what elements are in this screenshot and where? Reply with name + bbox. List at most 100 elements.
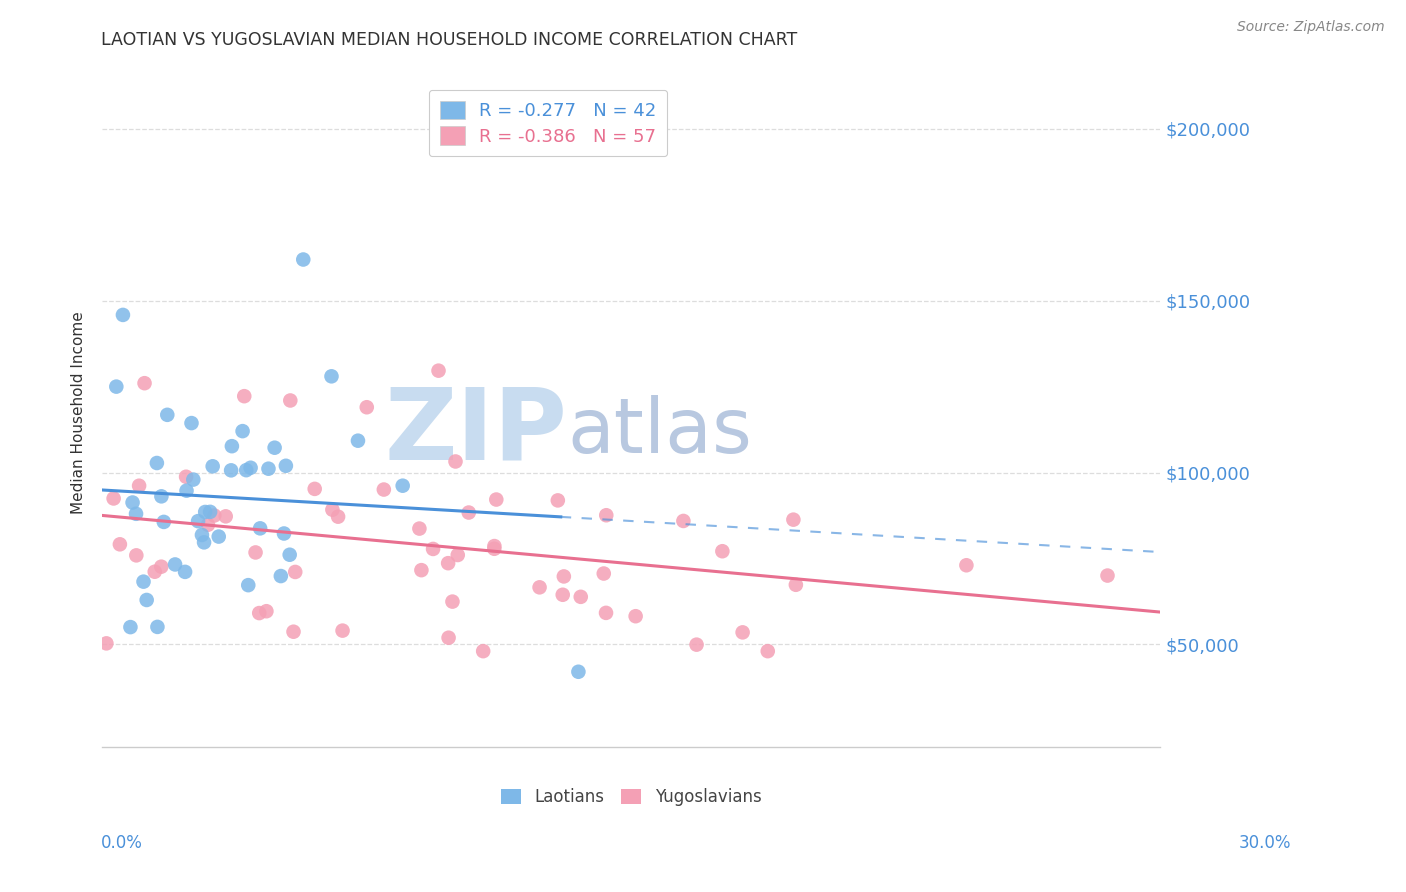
Point <box>191 528 214 542</box>
Point <box>181 473 204 487</box>
Point <box>284 565 307 579</box>
Point <box>441 594 464 608</box>
Point <box>150 489 173 503</box>
Point <box>215 509 238 524</box>
Point <box>201 459 224 474</box>
Point <box>221 439 243 453</box>
Point <box>672 514 695 528</box>
Point <box>235 463 257 477</box>
Point <box>321 369 343 384</box>
Point <box>125 507 148 521</box>
Point <box>156 408 179 422</box>
Point <box>153 515 176 529</box>
Text: 0.0%: 0.0% <box>101 834 143 852</box>
Point <box>197 517 219 532</box>
Point <box>444 454 467 468</box>
Point <box>567 665 589 679</box>
Point <box>202 508 225 523</box>
Point <box>472 644 495 658</box>
Point <box>103 491 125 506</box>
Point <box>278 548 301 562</box>
Point <box>332 624 354 638</box>
Point <box>257 461 280 475</box>
Point <box>411 563 433 577</box>
Point <box>408 522 430 536</box>
Point <box>569 590 592 604</box>
Point <box>437 631 460 645</box>
Point <box>239 460 262 475</box>
Point <box>125 549 148 563</box>
Point <box>174 565 197 579</box>
Point <box>238 578 260 592</box>
Point <box>551 588 574 602</box>
Point <box>685 638 707 652</box>
Point <box>105 379 128 393</box>
Point <box>120 620 142 634</box>
Text: atlas: atlas <box>568 395 752 469</box>
Point <box>547 493 569 508</box>
Text: Source: ZipAtlas.com: Source: ZipAtlas.com <box>1237 20 1385 34</box>
Point <box>422 541 444 556</box>
Point <box>96 636 118 650</box>
Point <box>135 593 157 607</box>
Point <box>484 539 506 553</box>
Point <box>270 569 292 583</box>
Point <box>391 479 413 493</box>
Point <box>143 565 166 579</box>
Point <box>219 463 242 477</box>
Y-axis label: Median Household Income: Median Household Income <box>72 311 86 514</box>
Text: 30.0%: 30.0% <box>1239 834 1291 852</box>
Point <box>484 541 506 556</box>
Point <box>174 469 197 483</box>
Point <box>198 505 221 519</box>
Text: ZIP: ZIP <box>385 384 568 481</box>
Point <box>373 483 395 497</box>
Point <box>785 578 807 592</box>
Point <box>283 624 305 639</box>
Point <box>247 606 270 620</box>
Point <box>263 441 285 455</box>
Point <box>193 535 215 549</box>
Point <box>128 479 150 493</box>
Point <box>278 393 301 408</box>
Point <box>233 389 256 403</box>
Point <box>208 530 231 544</box>
Point <box>711 544 734 558</box>
Point <box>180 416 202 430</box>
Point <box>782 513 804 527</box>
Point <box>146 456 169 470</box>
Point <box>150 559 173 574</box>
Point <box>304 482 326 496</box>
Point <box>457 506 479 520</box>
Point <box>108 537 131 551</box>
Point <box>756 644 779 658</box>
Point <box>595 508 617 523</box>
Point <box>146 620 169 634</box>
Point <box>134 376 156 391</box>
Point <box>274 458 297 473</box>
Point <box>427 364 450 378</box>
Point <box>529 580 551 594</box>
Point <box>321 502 343 516</box>
Point <box>273 526 295 541</box>
Point <box>731 625 754 640</box>
Point <box>356 401 378 415</box>
Point <box>121 495 143 509</box>
Point <box>249 521 271 535</box>
Point <box>187 514 209 528</box>
Point <box>232 424 254 438</box>
Point <box>955 558 977 573</box>
Text: LAOTIAN VS YUGOSLAVIAN MEDIAN HOUSEHOLD INCOME CORRELATION CHART: LAOTIAN VS YUGOSLAVIAN MEDIAN HOUSEHOLD … <box>101 31 797 49</box>
Point <box>485 492 508 507</box>
Point <box>553 569 575 583</box>
Point <box>245 545 267 559</box>
Point <box>194 505 217 519</box>
Legend: Laotians, Yugoslavians: Laotians, Yugoslavians <box>495 781 768 813</box>
Point <box>437 556 460 570</box>
Point <box>165 558 187 572</box>
Point <box>595 606 617 620</box>
Point <box>111 308 134 322</box>
Point <box>176 483 198 498</box>
Point <box>624 609 647 624</box>
Point <box>326 509 349 524</box>
